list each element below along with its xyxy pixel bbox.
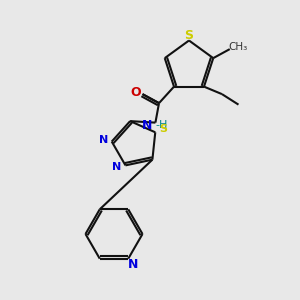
Text: S: S bbox=[184, 28, 194, 42]
Text: N: N bbox=[128, 258, 138, 271]
Text: O: O bbox=[130, 85, 141, 98]
Text: N: N bbox=[99, 135, 108, 145]
Text: S: S bbox=[160, 124, 168, 134]
Text: CH₃: CH₃ bbox=[229, 42, 248, 52]
Text: N: N bbox=[112, 162, 122, 172]
Text: N: N bbox=[142, 118, 152, 131]
Text: -H: -H bbox=[156, 120, 168, 130]
